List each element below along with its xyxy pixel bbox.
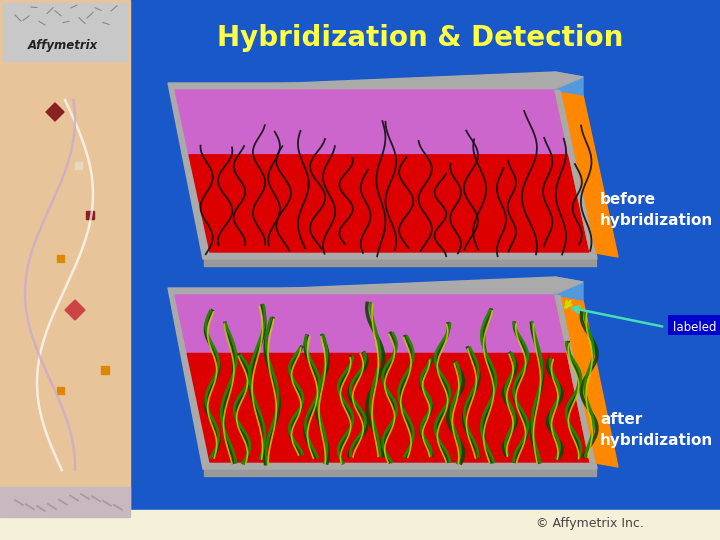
- Polygon shape: [555, 295, 618, 467]
- Bar: [57, 387, 64, 394]
- Polygon shape: [204, 464, 596, 476]
- Bar: [3, 3, 127, 61]
- Text: before
hybridization: before hybridization: [600, 192, 714, 228]
- Bar: [86, 211, 94, 219]
- Polygon shape: [555, 277, 583, 300]
- Text: © Affymetrix Inc.: © Affymetrix Inc.: [536, 517, 644, 530]
- Bar: [75, 162, 82, 169]
- Polygon shape: [555, 72, 583, 95]
- Polygon shape: [189, 155, 590, 252]
- Polygon shape: [168, 83, 597, 259]
- Text: Affymetrix: Affymetrix: [28, 38, 98, 51]
- Bar: [0, 510, 720, 540]
- Polygon shape: [175, 295, 567, 354]
- Polygon shape: [168, 288, 597, 469]
- Bar: [101, 366, 109, 374]
- Text: Hybridization & Detection: Hybridization & Detection: [217, 24, 624, 52]
- Polygon shape: [175, 72, 583, 88]
- Polygon shape: [46, 103, 64, 121]
- Bar: [57, 255, 64, 262]
- Polygon shape: [175, 90, 569, 155]
- Text: labeled probe: labeled probe: [673, 321, 720, 334]
- Polygon shape: [65, 300, 85, 320]
- Bar: [0, 0, 130, 510]
- Polygon shape: [175, 277, 583, 293]
- Bar: [0, 487, 130, 517]
- Text: after
hybridization: after hybridization: [600, 412, 714, 448]
- Polygon shape: [555, 90, 595, 253]
- Polygon shape: [555, 295, 595, 463]
- Bar: [668, 315, 720, 335]
- Polygon shape: [555, 90, 618, 257]
- Polygon shape: [204, 254, 596, 266]
- Polygon shape: [187, 354, 590, 462]
